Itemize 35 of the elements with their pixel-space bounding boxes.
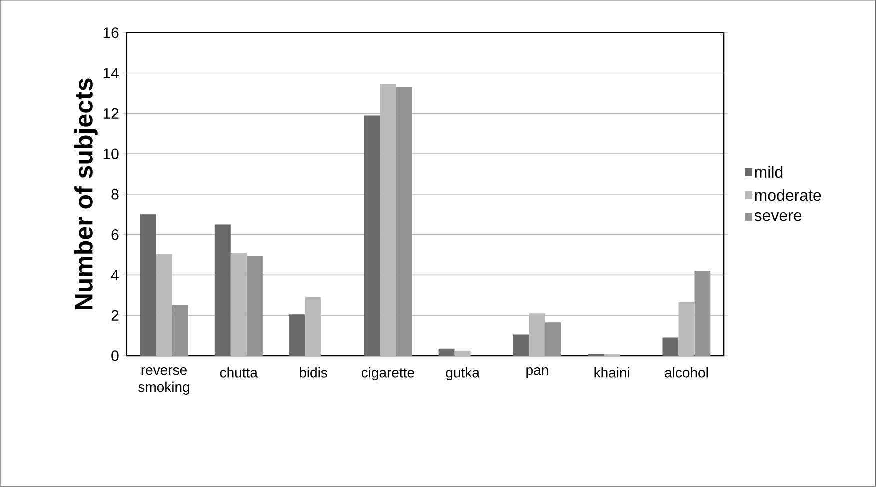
legend-label: moderate — [755, 189, 822, 202]
bar — [545, 322, 562, 356]
bar — [140, 214, 156, 356]
x-tick-label: chutta — [220, 368, 258, 378]
bar — [290, 314, 306, 356]
bar — [662, 338, 679, 356]
x-tick-label: gutka — [446, 368, 480, 381]
bar — [513, 334, 530, 356]
bar — [454, 350, 471, 356]
y-tick-label: 6 — [112, 230, 119, 240]
y-tick-label: 2 — [112, 310, 119, 321]
bar — [214, 224, 231, 356]
y-tick-label: 0 — [112, 350, 119, 362]
y-tick-label: 8 — [112, 189, 119, 200]
bar — [246, 256, 263, 356]
bar — [230, 253, 247, 356]
y-tick-label: 16 — [104, 28, 119, 38]
legend-label: mild — [755, 166, 783, 178]
bar — [364, 116, 380, 356]
bar — [438, 348, 455, 356]
y-axis-title: Number of subjects — [74, 78, 98, 310]
y-tick-label: 12 — [104, 108, 119, 119]
bar — [396, 87, 412, 356]
bar — [694, 271, 711, 356]
y-tick-label: 10 — [104, 148, 119, 160]
x-tick-label: khaini — [594, 368, 630, 378]
x-tick-label: cigarette — [362, 368, 414, 381]
y-tick-label: 14 — [104, 68, 119, 78]
x-tick-label: pan — [526, 368, 548, 378]
x-tick-label: alcohol — [665, 368, 708, 378]
bar — [172, 306, 188, 356]
y-tick-label: 4 — [111, 270, 119, 280]
x-tick-label: reverse smoking — [138, 368, 190, 395]
x-tick-label: bidis — [300, 368, 328, 378]
legend-label: severe — [754, 212, 802, 222]
